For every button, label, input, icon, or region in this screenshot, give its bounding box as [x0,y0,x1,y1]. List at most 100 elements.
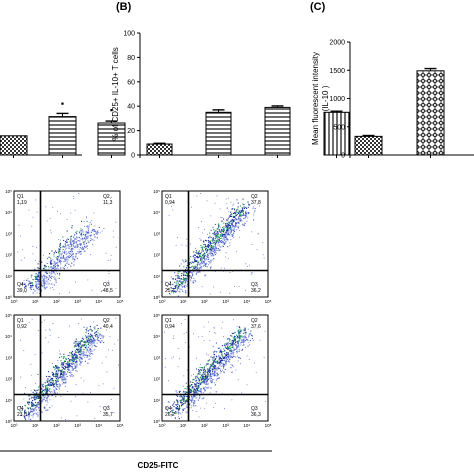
data-dot [243,341,245,343]
data-dot [78,193,80,194]
data-dot [89,356,91,358]
data-dot [70,249,72,251]
data-dot [81,220,83,222]
data-dot [233,319,234,321]
data-dot [48,384,50,386]
quadrant-id: Q1 [165,194,172,200]
data-dot [198,371,200,373]
data-dot [225,344,227,346]
data-dot [205,250,207,252]
data-dot [56,379,58,381]
data-dot [71,359,73,361]
data-dot [65,377,67,379]
data-dot [67,237,69,239]
data-dot [209,331,211,333]
data-dot [103,227,105,229]
data-dot [244,335,246,337]
data-dot [193,333,194,335]
data-dot [36,274,38,276]
data-dot [206,353,207,355]
data-dot [207,360,209,362]
data-dot [75,253,77,255]
data-dot [231,224,233,226]
data-dot [74,340,76,342]
data-dot [237,342,239,344]
data-dot [198,252,200,254]
data-dot [197,377,199,379]
data-dot [176,406,178,408]
data-dot [35,382,36,384]
data-dot [47,387,49,389]
data-dot [65,264,67,266]
data-dot [164,331,165,333]
data-dot [178,412,180,414]
data-dot [45,206,47,208]
data-dot [51,384,53,386]
data-dot [250,272,252,274]
data-dot [199,389,201,391]
data-dot [80,232,82,234]
data-dot [62,379,64,381]
data-dot [84,245,86,247]
data-dot [55,383,57,385]
data-dot [41,391,43,393]
data-dot [64,385,66,387]
data-dot [212,378,214,380]
data-dot [51,250,53,252]
data-dot [67,267,68,269]
data-dot [211,375,213,377]
data-dot [232,350,234,352]
data-dot [57,372,59,374]
data-dot [89,339,91,341]
data-dot [77,357,79,359]
data-dot [59,350,60,352]
data-dot [76,364,78,366]
data-dot [86,340,88,342]
data-dot [219,230,221,232]
data-dot [185,405,187,407]
data-dot [254,210,256,212]
data-dot [72,354,74,356]
data-dot [227,355,229,357]
data-dot [213,249,215,251]
data-dot [207,387,209,389]
data-dot [80,345,82,347]
data-dot [41,383,43,385]
flow-cytometry-plots: 10⁰10⁰10¹10¹10²10²10³10³10⁴10⁴10⁵10⁵Q11,… [5,189,272,428]
data-dot [49,283,51,285]
data-dot [219,241,221,243]
data-dot [215,369,217,371]
data-dot [47,276,49,278]
data-dot [244,336,246,338]
data-dot [36,413,38,415]
data-dot [97,329,99,331]
data-dot [225,237,227,239]
data-dot [52,266,54,268]
data-dot [228,257,229,259]
data-dot [202,372,204,374]
data-dot [49,385,51,387]
data-dot [81,338,83,340]
quadrant-id: Q2 [103,194,110,200]
data-dot [208,386,210,388]
data-dot [56,392,58,394]
data-dot [181,259,183,261]
data-dot [201,260,203,262]
data-dot [198,382,200,384]
data-dot [64,246,66,248]
data-dot [186,285,188,287]
data-dot [29,411,31,413]
data-dot [173,281,175,283]
data-dot [232,225,234,227]
data-dot [197,256,199,258]
data-dot [229,356,231,358]
data-dot [205,248,207,250]
data-dot [165,285,167,286]
data-dot [38,394,40,396]
data-dot [172,292,174,294]
data-dot [80,228,82,230]
data-dot [89,329,91,331]
data-dot [189,386,191,388]
data-dot [38,402,40,404]
data-dot [194,254,196,256]
